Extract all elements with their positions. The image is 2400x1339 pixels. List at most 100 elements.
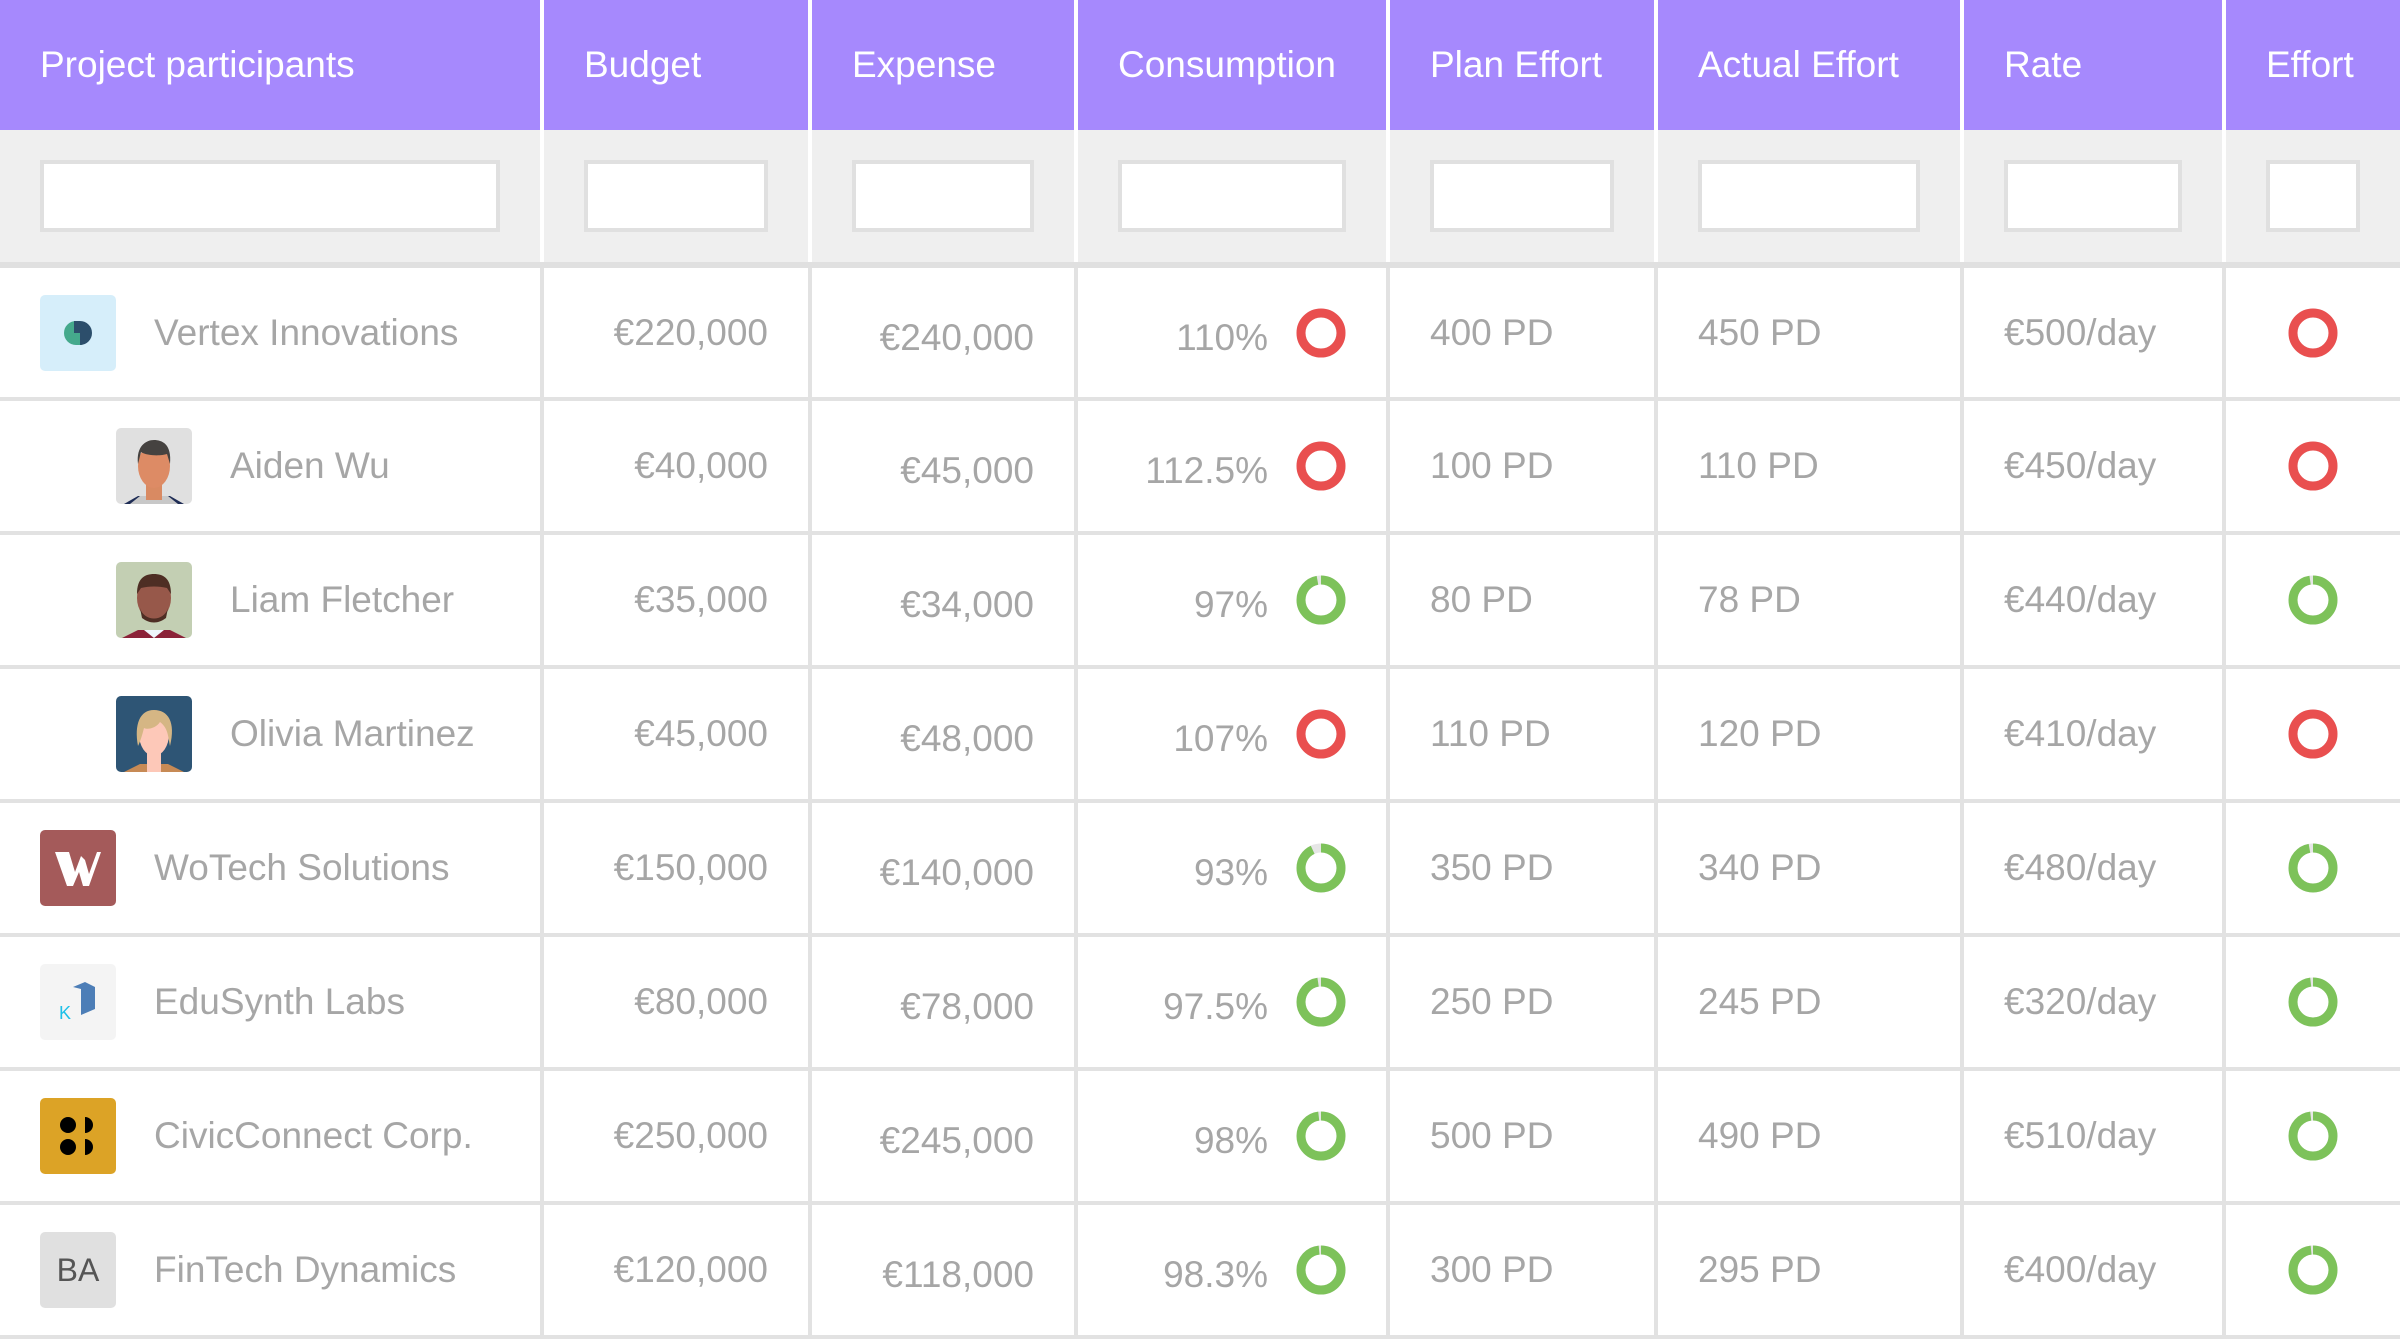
filter-cell-actual-effort bbox=[1656, 130, 1964, 268]
effort-ring-icon bbox=[2288, 709, 2338, 759]
effort-ring-icon bbox=[2288, 441, 2338, 491]
consumption-ring-icon bbox=[1296, 1111, 1346, 1161]
participant-name[interactable]: WoTech Solutions bbox=[154, 847, 450, 888]
rate-cell: €450/day bbox=[1962, 399, 2226, 535]
table-row[interactable]: WoTech Solutions €150,000 €140,000 93% 350 P… bbox=[0, 801, 2400, 937]
svg-text:K: K bbox=[59, 1003, 71, 1023]
header-plan-effort[interactable]: Plan Effort bbox=[1388, 0, 1658, 130]
participant-cell: WoTech Solutions bbox=[0, 801, 544, 937]
effort-ring-icon bbox=[2288, 977, 2338, 1027]
expense-cell: €245,000 bbox=[810, 1069, 1078, 1205]
participant-cell: Olivia Martinez bbox=[0, 667, 544, 803]
rate-cell: €400/day bbox=[1962, 1203, 2226, 1339]
participant-name[interactable]: Aiden Wu bbox=[230, 445, 390, 486]
actual-effort-cell: 120 PD bbox=[1656, 667, 1964, 803]
consumption-cell: 97.5% bbox=[1076, 935, 1390, 1071]
header-consumption[interactable]: Consumption bbox=[1076, 0, 1390, 130]
header-row: Project participants Budget Expense Cons… bbox=[0, 0, 2400, 130]
budget-cell: €220,000 bbox=[542, 265, 812, 401]
consumption-ring-icon bbox=[1296, 977, 1346, 1027]
filter-cell-consumption bbox=[1076, 130, 1390, 268]
actual-effort-cell: 340 PD bbox=[1656, 801, 1964, 937]
table-row[interactable]: Olivia Martinez €45,000 €48,000 107% 110 PD 1… bbox=[0, 667, 2400, 803]
consumption-ring-icon bbox=[1296, 843, 1346, 893]
header-rate[interactable]: Rate bbox=[1962, 0, 2226, 130]
effort-ring-icon bbox=[2288, 575, 2338, 625]
filter-row bbox=[0, 130, 2400, 268]
table-row[interactable]: Liam Fletcher €35,000 €34,000 97% 80 PD 78 PD… bbox=[0, 533, 2400, 669]
table-row[interactable]: K EduSynth Labs €80,000 €78,000 97.5% 250 PD 2… bbox=[0, 935, 2400, 1071]
filter-input-participants[interactable] bbox=[40, 160, 500, 232]
filter-input-effort[interactable] bbox=[2266, 160, 2360, 232]
rate-cell: €440/day bbox=[1962, 533, 2226, 669]
plan-effort-cell: 80 PD bbox=[1388, 533, 1658, 669]
header-expense[interactable]: Expense bbox=[810, 0, 1078, 130]
participant-name[interactable]: FinTech Dynamics bbox=[154, 1249, 457, 1290]
plan-effort-cell: 500 PD bbox=[1388, 1069, 1658, 1205]
wotech-logo bbox=[40, 830, 116, 906]
table-row[interactable]: Vertex Innovations €220,000 €240,000 110% 40… bbox=[0, 265, 2400, 401]
header-actual-effort[interactable]: Actual Effort bbox=[1656, 0, 1964, 130]
expense-cell: €45,000 bbox=[810, 399, 1078, 535]
filter-cell-effort bbox=[2224, 130, 2400, 268]
filter-input-budget[interactable] bbox=[584, 160, 768, 232]
actual-effort-cell: 110 PD bbox=[1656, 399, 1964, 535]
effort-cell bbox=[2224, 667, 2400, 803]
participant-cell: Aiden Wu bbox=[0, 399, 544, 535]
participant-name[interactable]: Vertex Innovations bbox=[154, 311, 459, 353]
budget-cell: €250,000 bbox=[542, 1069, 812, 1205]
effort-cell bbox=[2224, 1069, 2400, 1205]
consumption-cell: 98.3% bbox=[1076, 1203, 1390, 1339]
effort-cell bbox=[2224, 533, 2400, 669]
filter-input-rate[interactable] bbox=[2004, 160, 2182, 232]
consumption-ring-icon bbox=[1296, 441, 1346, 491]
filter-cell-participants bbox=[0, 130, 544, 268]
filter-input-actual-effort[interactable] bbox=[1698, 160, 1920, 232]
actual-effort-cell: 245 PD bbox=[1656, 935, 1964, 1071]
effort-cell bbox=[2224, 265, 2400, 401]
table-row[interactable]: BA FinTech Dynamics €120,000 €118,000 98.3% 3… bbox=[0, 1203, 2400, 1339]
participant-name[interactable]: EduSynth Labs bbox=[154, 981, 405, 1022]
avatar bbox=[116, 562, 192, 638]
plan-effort-cell: 300 PD bbox=[1388, 1203, 1658, 1339]
effort-cell bbox=[2224, 801, 2400, 937]
consumption-cell: 112.5% bbox=[1076, 399, 1390, 535]
header-participants[interactable]: Project participants bbox=[0, 0, 544, 130]
header-effort[interactable]: Effort bbox=[2224, 0, 2400, 130]
budget-cell: €45,000 bbox=[542, 667, 812, 803]
filter-cell-budget bbox=[542, 130, 812, 268]
budget-cell: €40,000 bbox=[542, 399, 812, 535]
effort-cell bbox=[2224, 935, 2400, 1071]
filter-input-consumption[interactable] bbox=[1118, 160, 1346, 232]
filter-input-plan-effort[interactable] bbox=[1430, 160, 1614, 232]
filter-input-expense[interactable] bbox=[852, 160, 1034, 232]
effort-ring-icon bbox=[2288, 308, 2338, 357]
actual-effort-cell: 490 PD bbox=[1656, 1069, 1964, 1205]
plan-effort-cell: 400 PD bbox=[1388, 265, 1658, 401]
civicconnect-logo bbox=[40, 1098, 116, 1174]
consumption-value: 98% bbox=[1193, 1120, 1268, 1161]
consumption-cell: 110% bbox=[1076, 265, 1390, 401]
consumption-ring-icon bbox=[1296, 1245, 1346, 1295]
actual-effort-cell: 78 PD bbox=[1656, 533, 1964, 669]
participant-cell: CivicConnect Corp. bbox=[0, 1069, 544, 1205]
consumption-ring-icon bbox=[1296, 575, 1346, 625]
table-row[interactable]: CivicConnect Corp. €250,000 €245,000 98% 500… bbox=[0, 1069, 2400, 1205]
rate-cell: €510/day bbox=[1962, 1069, 2226, 1205]
table-row[interactable]: Aiden Wu €40,000 €45,000 112.5% 100 PD 110 PD… bbox=[0, 399, 2400, 535]
participant-name[interactable]: Liam Fletcher bbox=[230, 579, 455, 620]
expense-cell: €118,000 bbox=[810, 1203, 1078, 1339]
participant-name[interactable]: Olivia Martinez bbox=[230, 713, 475, 754]
rate-cell: €410/day bbox=[1962, 667, 2226, 803]
participant-name[interactable]: CivicConnect Corp. bbox=[154, 1115, 473, 1156]
header-budget[interactable]: Budget bbox=[542, 0, 812, 130]
rate-cell: €500/day bbox=[1962, 265, 2226, 401]
fintech-logo: BA bbox=[40, 1232, 116, 1308]
effort-ring-icon bbox=[2288, 843, 2338, 893]
vertex-logo bbox=[40, 294, 116, 371]
expense-cell: €34,000 bbox=[810, 533, 1078, 669]
filter-cell-plan-effort bbox=[1388, 130, 1658, 268]
plan-effort-cell: 110 PD bbox=[1388, 667, 1658, 803]
plan-effort-cell: 350 PD bbox=[1388, 801, 1658, 937]
